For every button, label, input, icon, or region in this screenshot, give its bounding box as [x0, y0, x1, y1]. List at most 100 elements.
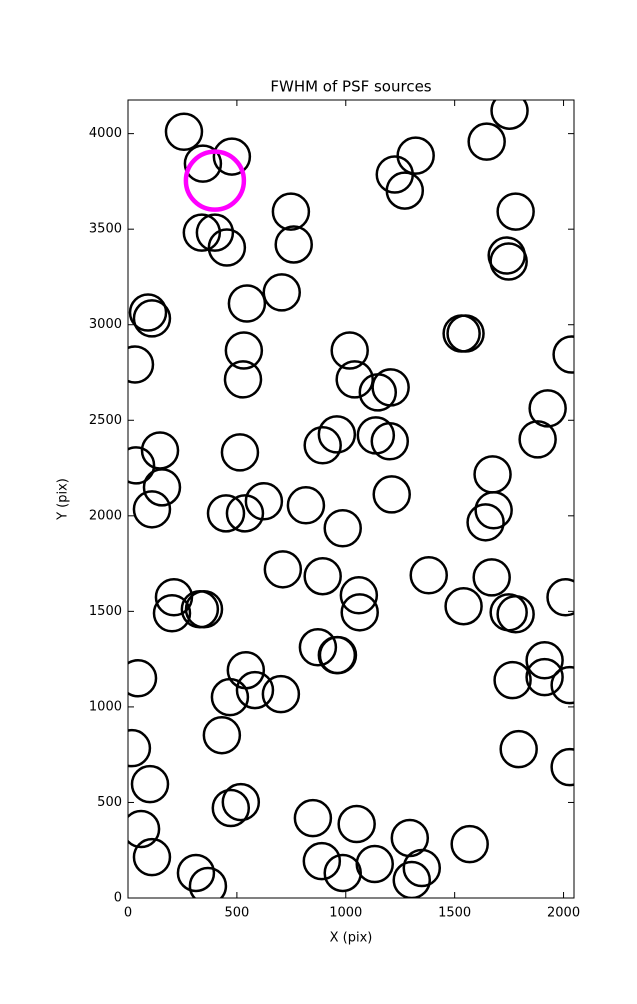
marker: [220, 433, 260, 472]
marker: [550, 665, 574, 705]
marker: [130, 764, 170, 804]
plot-frame: [127, 99, 575, 899]
marker: [371, 368, 410, 407]
marker: [286, 486, 326, 525]
marker: [212, 137, 252, 176]
marker: [263, 550, 303, 589]
marker: [490, 100, 529, 130]
marker: [355, 844, 394, 884]
marker: [225, 494, 265, 533]
marker: [128, 728, 152, 768]
marker: [298, 628, 338, 667]
marker: [323, 508, 362, 548]
marker: [446, 314, 485, 353]
marker: [550, 747, 574, 787]
y-tick-label: 4000: [89, 126, 122, 141]
marker: [372, 475, 411, 514]
marker: [128, 658, 158, 698]
marker: [370, 422, 410, 461]
x-tick-label: 2000: [547, 906, 580, 921]
marker: [496, 192, 535, 231]
marker: [271, 192, 311, 231]
marker: [202, 715, 242, 755]
marker: [450, 824, 489, 864]
marker: [337, 804, 376, 844]
marker: [525, 641, 564, 680]
marker: [293, 798, 333, 838]
marker: [188, 866, 228, 898]
marker: [444, 586, 483, 626]
marker: [402, 848, 442, 888]
marker: [472, 558, 511, 597]
y-tick-label: 1500: [89, 604, 122, 619]
marker: [317, 415, 357, 454]
plot-area: [128, 100, 574, 898]
marker: [244, 482, 284, 521]
y-tick-label: 2500: [89, 413, 122, 428]
y-axis-label: Y (pix): [56, 478, 71, 521]
marker: [132, 299, 172, 338]
marker: [339, 576, 379, 615]
marker: [221, 782, 261, 822]
marker: [466, 503, 505, 542]
marker: [340, 593, 379, 632]
marker: [335, 360, 374, 399]
y-tick-label: 1000: [89, 699, 122, 714]
marker: [474, 491, 513, 530]
marker: [493, 660, 532, 700]
marker: [330, 331, 369, 370]
marker: [176, 853, 216, 893]
marker: [318, 635, 358, 675]
marker: [182, 213, 222, 252]
x-tick-label: 0: [124, 906, 132, 921]
highlight-marker: [183, 149, 247, 212]
marker: [195, 213, 235, 252]
marker: [128, 809, 161, 849]
marker: [132, 490, 172, 529]
marker: [128, 446, 156, 485]
x-tick-label: 1500: [438, 906, 471, 921]
x-axis-label: X (pix): [330, 931, 373, 946]
y-tick-label: 3500: [89, 222, 122, 237]
marker: [552, 335, 574, 374]
marker: [274, 225, 313, 264]
marker: [224, 331, 264, 370]
marker: [525, 657, 564, 697]
y-tick-label: 2000: [89, 508, 122, 523]
marker: [261, 674, 301, 714]
marker: [496, 594, 535, 634]
marker: [142, 468, 182, 507]
marker: [489, 242, 528, 281]
marker: [132, 837, 172, 877]
x-tick-label: 500: [224, 906, 249, 921]
y-tick-label: 500: [97, 795, 122, 810]
y-tick-label: 3000: [89, 317, 122, 332]
marker: [184, 590, 224, 629]
marker: [303, 426, 342, 465]
chart-title: FWHM of PSF sources: [270, 78, 431, 96]
marker: [206, 494, 246, 533]
marker: [546, 577, 574, 617]
marker: [128, 345, 155, 384]
marker: [528, 389, 567, 428]
marker: [385, 171, 425, 210]
marker: [152, 594, 192, 633]
marker: [518, 420, 557, 459]
marker: [499, 729, 538, 769]
marker: [164, 112, 204, 151]
marker: [227, 284, 267, 323]
marker: [392, 860, 432, 898]
marker: [183, 144, 223, 183]
marker: [211, 788, 251, 828]
marker: [262, 273, 301, 312]
marker: [223, 360, 263, 399]
marker: [207, 228, 247, 267]
marker: [128, 293, 168, 332]
x-tick-label: 1000: [329, 906, 362, 921]
y-tick-label: 0: [114, 891, 122, 906]
marker: [303, 556, 342, 596]
marker: [302, 841, 342, 881]
marker: [235, 670, 275, 710]
